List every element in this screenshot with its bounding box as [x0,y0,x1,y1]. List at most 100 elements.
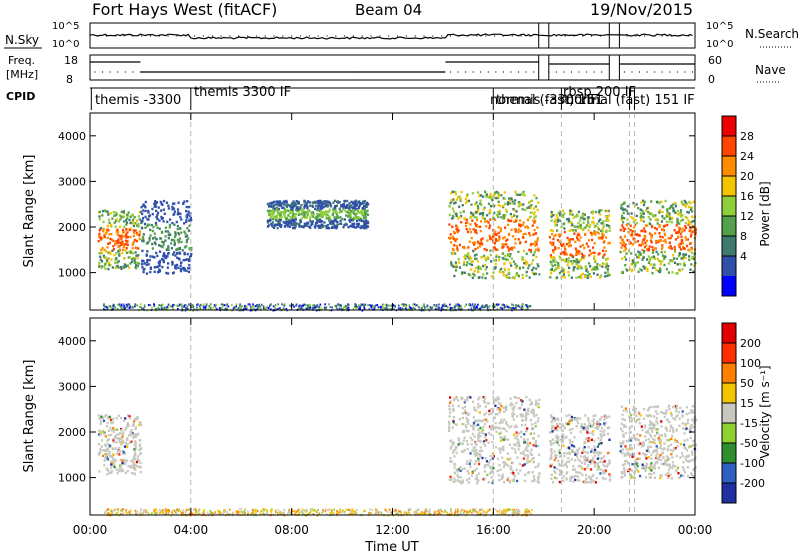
echo-cell [215,308,218,311]
echo-cell [313,306,316,309]
echo-cell [523,433,526,436]
echo-cell [659,263,662,266]
echo-cell [269,205,272,208]
echo-cell [524,473,527,477]
echo-cell [643,245,647,249]
echo-cell [690,220,693,224]
echo-cell [176,304,178,307]
echo-cell [165,307,168,309]
echo-cell [122,210,125,214]
echo-cell [517,397,521,400]
echo-cell [455,198,458,201]
echo-cell [299,219,302,222]
echo-cell [602,433,605,437]
echo-cell [556,229,559,232]
echo-cell [463,217,466,220]
echo-cell [567,238,570,242]
echo-cell [488,226,491,230]
nsearch-dot [458,35,460,37]
echo-cell [504,305,506,308]
echo-cell [604,416,608,420]
echo-cell [589,424,592,428]
echo-cell [480,203,483,207]
echo-cell [167,252,170,255]
echo-cell [638,251,641,254]
echo-cell [122,242,125,245]
echo-cell [106,259,109,262]
echo-cell [327,215,330,218]
echo-cell [511,469,514,473]
echo-cell [454,212,457,216]
echo-cell [273,210,276,213]
echo-cell [295,304,297,307]
echo-cell [334,208,337,211]
echo-cell [266,306,268,309]
echo-cell [294,218,297,221]
echo-cell [473,462,476,466]
echo-cell [478,453,482,456]
echo-cell [518,223,521,226]
echo-cell [338,222,341,225]
echo-cell [344,206,348,209]
echo-cell [489,211,492,214]
echo-cell [534,232,538,235]
echo-cell [469,304,472,307]
echo-cell [336,211,339,214]
echo-cell [489,427,492,431]
echo-cell [578,225,581,229]
echo-cell [109,252,112,255]
echo-cell [687,223,690,226]
echo-cell [120,215,123,218]
echo-cell [492,455,495,458]
echo-cell [559,219,562,222]
nsearch-dot [255,35,257,37]
echo-cell [496,211,500,214]
echo-cell [98,218,101,221]
echo-cell [148,258,151,262]
echo-cell [492,396,495,399]
echo-cell [427,307,430,310]
echo-cell [458,216,461,219]
echo-cell [160,258,164,261]
echo-cell [637,254,640,257]
echo-cell [325,214,328,217]
echo-cell [687,211,690,214]
echo-cell [571,427,574,431]
echo-cell [101,214,104,217]
echo-cell [517,275,520,278]
echo-cell [350,200,353,204]
echo-cell [527,460,530,463]
echo-cell [624,243,627,246]
echo-cell [106,439,109,442]
echo-cell [465,462,468,466]
echo-cell [491,424,494,427]
echo-cell [317,215,320,218]
echo-cell [601,262,605,265]
echo-cell [188,303,190,306]
echo-cell [349,216,352,219]
echo-cell [273,223,277,226]
echo-cell [161,231,164,234]
echo-cell [458,261,461,264]
echo-cell [690,241,693,245]
echo-cell [99,238,103,241]
echo-cell [598,236,601,239]
echo-cell [623,245,626,248]
echo-cell [101,209,105,213]
echo-cell [691,210,694,213]
echo-cell [277,213,280,216]
echo-cell [588,460,591,463]
echo-cell [124,452,127,455]
echo-cell [482,432,486,436]
echo-cell [465,303,468,306]
echo-cell [496,396,499,399]
echo-cell [450,307,452,310]
echo-cell [115,218,118,221]
echo-cell [619,241,622,245]
echo-cell [320,206,323,210]
nave-dot [533,71,535,73]
echo-cell [133,239,136,242]
echo-cell [641,241,644,244]
echo-cell [606,268,609,271]
echo-cell [495,254,498,257]
